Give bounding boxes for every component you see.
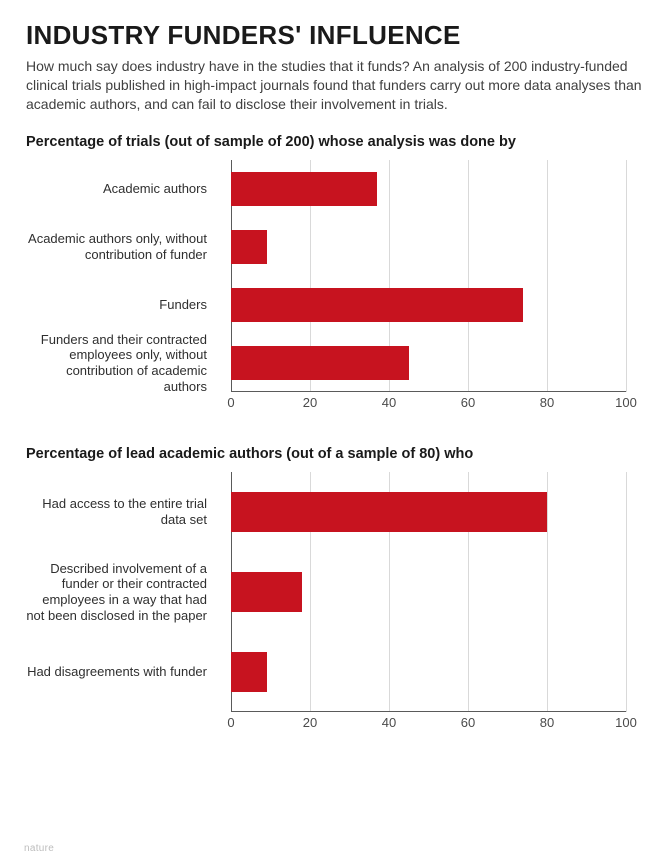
chart-xtick-label: 60 bbox=[461, 395, 475, 410]
chart-1-x-ticks: 020406080100 bbox=[231, 392, 626, 414]
chart-xtick-label: 60 bbox=[461, 715, 475, 730]
page-title: INDUSTRY FUNDERS' INFLUENCE bbox=[26, 22, 646, 49]
chart-2-block: Percentage of lead academic authors (out… bbox=[26, 446, 646, 734]
chart-1: Academic authorsAcademic authors only, w… bbox=[26, 160, 646, 414]
chart-1-bar bbox=[231, 230, 267, 264]
chart-gridline bbox=[547, 472, 548, 712]
chart-gridline bbox=[468, 160, 469, 392]
chart-xtick-label: 100 bbox=[615, 395, 637, 410]
chart-gridline bbox=[626, 472, 627, 712]
chart-xtick-label: 40 bbox=[382, 715, 396, 730]
chart-xtick-label: 100 bbox=[615, 715, 637, 730]
chart-1-category-label: Funders bbox=[26, 276, 219, 334]
chart-xtick-label: 20 bbox=[303, 395, 317, 410]
chart-2-category-label: Had access to the entire trial data set bbox=[26, 472, 219, 552]
chart-2-category-label: Had disagreements with funder bbox=[26, 632, 219, 712]
chart-2-x-ticks: 020406080100 bbox=[231, 712, 626, 734]
chart-xtick-label: 80 bbox=[540, 395, 554, 410]
chart-1-category-label: Academic authors only, without contribut… bbox=[26, 218, 219, 276]
chart-xtick-label: 0 bbox=[227, 395, 234, 410]
chart-1-block: Percentage of trials (out of sample of 2… bbox=[26, 134, 646, 414]
chart-1-title: Percentage of trials (out of sample of 2… bbox=[26, 134, 646, 150]
chart-1-bar bbox=[231, 172, 377, 206]
chart-2-bar bbox=[231, 492, 547, 532]
chart-1-bar bbox=[231, 288, 523, 322]
chart-2-plot-area bbox=[231, 472, 626, 712]
chart-2-bar bbox=[231, 652, 267, 692]
intro-text: How much say does industry have in the s… bbox=[26, 57, 646, 114]
chart-2: Had access to the entire trial data setD… bbox=[26, 472, 646, 734]
chart-1-bar bbox=[231, 346, 409, 380]
chart-1-category-label: Academic authors bbox=[26, 160, 219, 218]
chart-xtick-label: 20 bbox=[303, 715, 317, 730]
chart-1-category-label: Funders and their contracted employees o… bbox=[26, 334, 219, 392]
chart-2-title: Percentage of lead academic authors (out… bbox=[26, 446, 646, 462]
chart-xtick-label: 40 bbox=[382, 395, 396, 410]
chart-1-plot-area bbox=[231, 160, 626, 392]
chart-gridline bbox=[626, 160, 627, 392]
source-label: nature bbox=[24, 843, 54, 854]
chart-xtick-label: 80 bbox=[540, 715, 554, 730]
chart-gridline bbox=[547, 160, 548, 392]
chart-2-category-label: Described involvement of a funder or the… bbox=[26, 552, 219, 632]
chart-xtick-label: 0 bbox=[227, 715, 234, 730]
chart-2-bar bbox=[231, 572, 302, 612]
